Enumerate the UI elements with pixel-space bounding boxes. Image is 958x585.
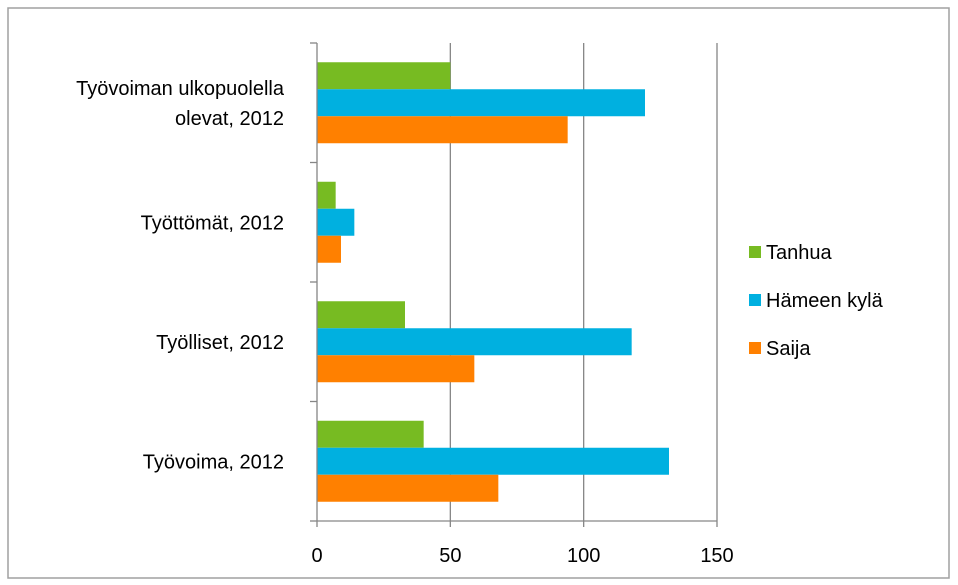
bar-tanhua-1 xyxy=(317,181,336,209)
bar-hämeen-kylä-3 xyxy=(317,447,669,475)
axis-labels: 0 50 100 150 Työvoiman ulkopuolella olevat, 2… xyxy=(76,78,734,567)
bar-saija-3 xyxy=(317,474,499,502)
category-label-3: Työvoima, 2012 xyxy=(143,451,284,473)
bar-hämeen-kylä-0 xyxy=(317,89,645,117)
legend-swatch-1 xyxy=(749,294,761,306)
axes xyxy=(310,42,718,527)
category-label-line: Työlliset, 2012 xyxy=(156,332,284,354)
category-label-line: Työvoiman ulkopuolella xyxy=(76,78,285,100)
category-label-line: olevat, 2012 xyxy=(175,108,284,130)
legend-label-1: Hämeen kylä xyxy=(766,290,884,312)
category-label-line: Työvoima, 2012 xyxy=(143,451,284,473)
legend-swatch-0 xyxy=(749,246,761,258)
legend: Tanhua Hämeen kylä Saija xyxy=(749,242,884,360)
x-tick-label-150: 150 xyxy=(700,545,733,567)
bars xyxy=(317,62,669,502)
legend-label-2: Saija xyxy=(766,338,811,360)
bar-hämeen-kylä-1 xyxy=(317,208,355,236)
legend-label-0: Tanhua xyxy=(766,242,832,264)
x-tick-label-100: 100 xyxy=(567,545,600,567)
category-label-line: Työttömät, 2012 xyxy=(141,212,284,234)
category-label-0: Työvoiman ulkopuolella olevat, 2012 xyxy=(76,78,285,130)
x-tick-label-0: 0 xyxy=(311,545,322,567)
bar-tanhua-2 xyxy=(317,301,405,329)
x-tick-label-50: 50 xyxy=(439,545,461,567)
legend-swatch-2 xyxy=(749,342,761,354)
bar-hämeen-kylä-2 xyxy=(317,328,632,356)
bar-saija-2 xyxy=(317,355,475,383)
category-label-2: Työlliset, 2012 xyxy=(156,332,284,354)
category-label-1: Työttömät, 2012 xyxy=(141,212,284,234)
bar-tanhua-0 xyxy=(317,62,451,90)
bar-tanhua-3 xyxy=(317,420,424,448)
bar-saija-1 xyxy=(317,235,341,263)
bar-saija-0 xyxy=(317,116,568,144)
